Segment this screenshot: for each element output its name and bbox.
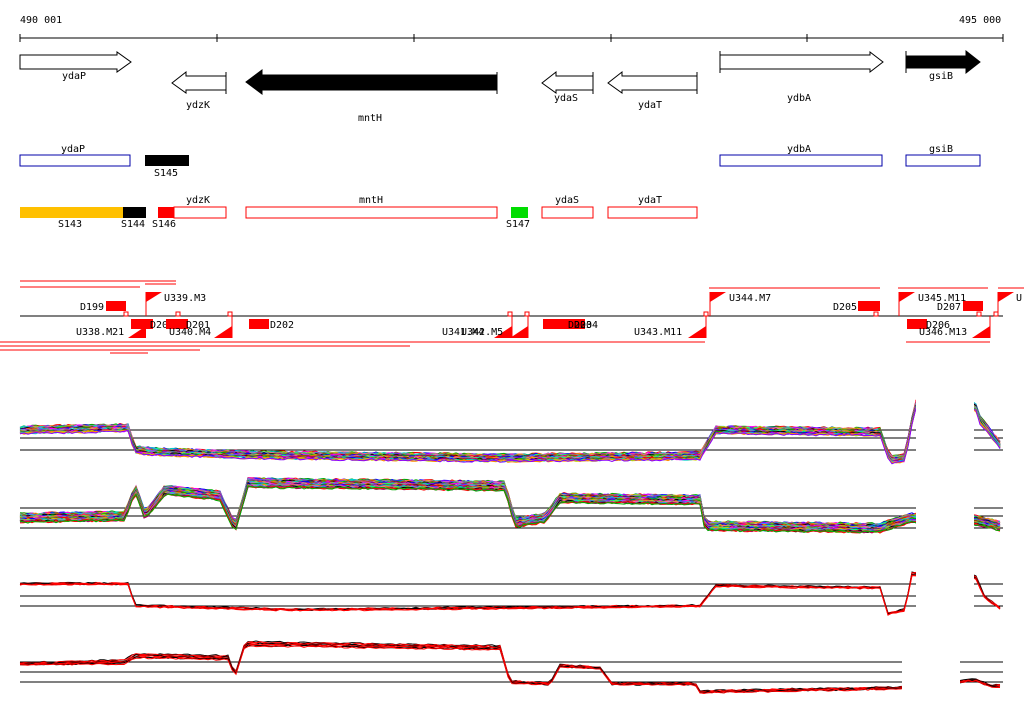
upshift-label: U342.M5 [461,327,503,338]
upshift-label: U339.M3 [164,293,206,304]
gene-label-ydbA: ydbA [787,93,811,104]
upshift-flag[interactable]: U346.M13 [919,316,991,338]
axis-end-label: 495 000 [959,15,1001,26]
downshift-marker[interactable]: D201 [166,319,210,331]
upshift-flag[interactable]: U338.M21 [76,326,146,338]
downshift-marker[interactable]: D206 [907,319,950,331]
upshift-label: U [1016,293,1022,304]
gene-label-ydzK: ydzK [186,100,210,111]
feature-label: S143 [58,219,82,230]
upshift-flag[interactable]: U339.M3 [145,292,206,316]
upshift-label: U338.M21 [76,327,124,338]
coordinate-axis: 490 001 495 000 [19,15,1004,42]
upshift-flag[interactable]: U344.M7 [709,292,771,316]
gene-label-ydaS: ydaS [554,93,578,104]
axis-start-label: 490 001 [20,15,62,26]
upshift-label: U344.M7 [729,293,771,304]
feature-ydaT-minus[interactable]: ydaT [607,195,698,219]
gene-ydaT[interactable]: ydaT [607,70,698,111]
feature-label: gsiB [929,144,953,155]
upshift-label: U345.M11 [918,293,966,304]
downshift-label: D206 [926,320,950,331]
feature-S143[interactable]: S143 [20,207,123,230]
upshift-flag[interactable]: U345.M11 [898,292,966,316]
upshift-flag[interactable]: U343.M11 [634,316,707,338]
upshift-flag[interactable]: U341.M4 [442,316,513,338]
downshift-marker[interactable]: D207 [937,301,983,313]
feature-label: ydaS [555,195,579,206]
gene-mntH[interactable]: mntH [245,69,498,124]
feature-ydbA-plus[interactable]: ydbA [719,144,883,167]
feature-S145[interactable]: S145 [145,155,189,179]
downshift-marker[interactable]: D200 [131,319,174,331]
gene-label-ydaT: ydaT [638,100,662,111]
feature-mntH-minus[interactable]: mntH [245,195,498,219]
feature-gsiB-plus[interactable]: gsiB [905,144,981,167]
gene-ydzK[interactable]: ydzK [171,70,227,111]
feature-label: S144 [121,219,145,230]
upshift-flag[interactable]: U [997,292,1022,316]
expression-profile-panels [19,380,1003,718]
upshift-flag[interactable]: U340.M4 [169,316,233,338]
segmentation-track: U339.M3 U344.M7 U345.M11 U D199 [0,280,1024,354]
gene-ydbA[interactable]: ydbA [719,50,884,104]
plus-strand-features: ydaP S145 ydbA gsiB [19,144,981,179]
feature-label: ydaP [61,144,85,155]
downshift-label: D203 [568,320,592,331]
downshift-label: D202 [270,320,294,331]
downshift-label: D207 [937,302,961,313]
gene-ydaP[interactable]: ydaP [19,51,132,82]
downshift-label: D205 [833,302,857,313]
downshift-label: D201 [186,320,210,331]
gene-track: ydaP ydzK mntH ydaS ydaT [19,49,981,124]
feature-label: ydzK [186,195,210,206]
downshift-marker[interactable]: D203 D204 [543,319,598,331]
feature-label: mntH [359,195,383,206]
upshift-flag[interactable]: U342.M5 [461,316,529,338]
downshift-marker[interactable]: D205 [833,301,880,313]
feature-S147[interactable]: S147 [506,207,530,230]
gene-ydaS[interactable]: ydaS [541,70,594,104]
feature-label: ydaT [638,195,662,206]
profile-panel-4 [19,640,1003,718]
profile-panel-3 [19,558,1003,658]
feature-label: S145 [154,168,178,179]
gene-gsiB[interactable]: gsiB [905,49,981,82]
downshift-label: D199 [80,302,104,313]
upshift-label: U346.M13 [919,327,967,338]
downshift-label: D200 [150,320,174,331]
upshift-label: U343.M11 [634,327,682,338]
downshift-marker[interactable]: D199 [80,301,126,313]
minus-strand-features: S143 S144 S146 ydzK mntH S147 [20,195,698,230]
feature-ydaS-minus[interactable]: ydaS [541,195,594,219]
upshift-label: U340.M4 [169,327,211,338]
upshift-label: U341.M4 [442,327,484,338]
profile-panel-1 [19,380,1003,480]
feature-S144[interactable]: S144 [121,207,146,230]
profile-panel-2 [19,458,1003,558]
gene-label-gsiB: gsiB [929,71,953,82]
feature-label: S147 [506,219,530,230]
gene-label-ydaP: ydaP [62,71,86,82]
downshift-label: D204 [574,320,598,331]
feature-S146[interactable]: S146 [152,207,176,230]
gene-label-mntH: mntH [358,113,382,124]
feature-label: S146 [152,219,176,230]
feature-ydaP-plus[interactable]: ydaP [19,144,131,167]
feature-ydzK-minus[interactable]: ydzK [173,195,227,219]
feature-label: ydbA [787,144,811,155]
downshift-marker[interactable]: D202 [249,319,294,331]
